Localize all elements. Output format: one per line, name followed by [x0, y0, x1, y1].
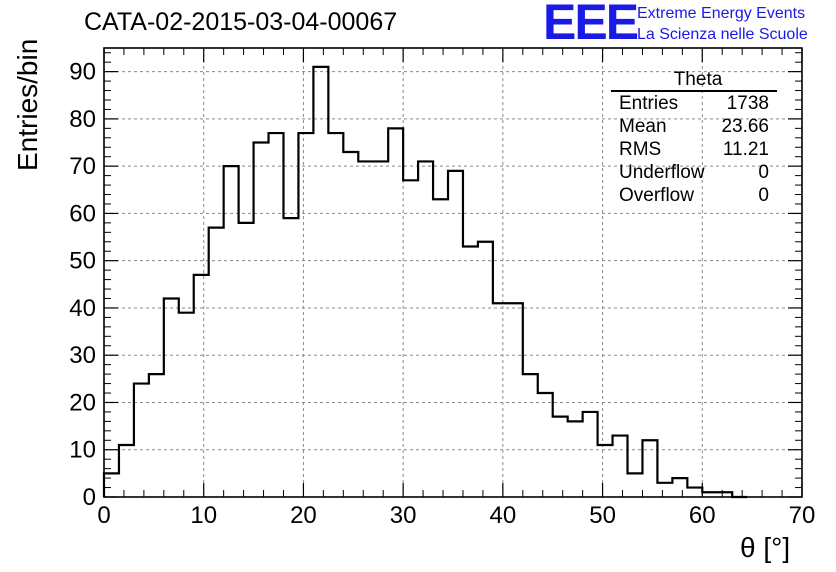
- stats-value: 0: [758, 185, 769, 206]
- histogram-bin: [672, 478, 687, 497]
- y-tick-label: 30: [69, 342, 96, 369]
- stats-row-rms: RMS 11.21: [611, 138, 777, 161]
- tick-labels: 0 10 20 30 40 50 60 70 0 10 20 30 40 50 60 70 80 90: [69, 59, 815, 529]
- y-tick-label: 40: [69, 295, 96, 322]
- histogram-bin: [687, 488, 702, 497]
- stats-label: Overflow: [619, 185, 694, 206]
- histogram-bin: [583, 412, 598, 497]
- y-tick-label: 50: [69, 248, 96, 275]
- histogram-bin: [239, 223, 254, 497]
- stats-box: Theta Entries 1738 Mean 23.66 RMS 11.21 …: [611, 70, 777, 207]
- x-tick-label: 30: [390, 502, 417, 529]
- histogram-bin: [523, 374, 538, 497]
- histogram-bin: [418, 161, 433, 497]
- histogram-bin: [254, 143, 269, 497]
- x-tick-label: 10: [190, 502, 217, 529]
- stats-row-overflow: Overflow 0: [611, 184, 777, 207]
- histogram-bin: [104, 473, 119, 497]
- histogram-bin: [568, 421, 583, 497]
- histogram-bin: [224, 166, 239, 497]
- histogram-bin: [553, 417, 568, 497]
- histogram-bin: [358, 161, 373, 497]
- y-tick-label: 10: [69, 437, 96, 464]
- logo-caption-line1: Extreme Energy Events: [637, 5, 806, 22]
- histogram-bin: [134, 384, 149, 497]
- histogram-bin: [388, 128, 403, 497]
- histogram-bin: [478, 242, 493, 497]
- histogram-bin: [598, 445, 613, 497]
- histogram-bin: [493, 303, 508, 497]
- x-tick-label: 60: [689, 502, 716, 529]
- stats-label: Underflow: [619, 162, 705, 183]
- plot-frame: [103, 47, 803, 498]
- stats-box-title: Theta: [611, 70, 777, 92]
- histogram-series-line: [102, 65, 748, 499]
- stats-value: 11.21: [722, 139, 769, 160]
- stats-label: RMS: [619, 139, 662, 160]
- x-tick-label: 70: [789, 502, 816, 529]
- x-tick-label: 0: [97, 502, 110, 529]
- histogram-bin: [463, 247, 478, 497]
- stats-value: 23.66: [721, 116, 769, 137]
- y-tick-label: 20: [69, 389, 96, 416]
- stats-row-entries: Entries 1738: [611, 92, 777, 115]
- histogram-bin: [179, 313, 194, 497]
- stats-label: Mean: [619, 116, 667, 137]
- histogram-bin: [373, 161, 388, 497]
- y-tick-label: 70: [69, 153, 96, 180]
- logo-caption-line2: La Scienza nelle Scuole: [637, 26, 808, 43]
- chart-title: CATA-02-2015-03-04-00067: [84, 8, 398, 36]
- stats-value: 0: [758, 162, 769, 183]
- histogram-bin: [448, 171, 463, 497]
- histogram-bin: [298, 133, 313, 497]
- histogram-bin: [403, 180, 418, 497]
- eee-logo: EEE: [543, 0, 639, 50]
- x-tick-label: 40: [490, 502, 517, 529]
- y-tick-label: 60: [69, 200, 96, 227]
- histogram-bin: [642, 440, 657, 497]
- histogram-bin: [538, 393, 553, 497]
- histogram-bin: [269, 133, 284, 497]
- stats-row-mean: Mean 23.66: [611, 115, 777, 138]
- histogram-bin: [194, 275, 209, 497]
- histogram-bin: [328, 133, 343, 497]
- grid-lines: [104, 48, 802, 497]
- y-axis-label: Entries/bin: [12, 38, 43, 171]
- histogram-bin: [313, 67, 328, 497]
- x-axis-label: θ [°]: [740, 532, 791, 563]
- stats-value: 1738: [726, 93, 769, 114]
- histogram-bin: [283, 218, 298, 497]
- logo-caption: Extreme Energy Events La Scienza nelle S…: [637, 3, 808, 45]
- histogram-bin: [613, 436, 628, 497]
- stats-label: Entries: [619, 93, 679, 114]
- histogram-bin: [628, 473, 643, 497]
- histogram-bin: [209, 228, 224, 497]
- histogram-bin: [164, 298, 179, 497]
- histogram-bin: [433, 199, 448, 497]
- histogram-bin: [343, 152, 358, 497]
- x-tick-label: 20: [290, 502, 317, 529]
- histogram-bin: [508, 303, 523, 497]
- histogram-bin: [149, 374, 164, 497]
- y-tick-label: 90: [69, 59, 96, 86]
- histogram-bin: [119, 445, 134, 497]
- histogram-bin: [657, 483, 672, 497]
- stats-row-underflow: Underflow 0: [611, 161, 777, 184]
- y-tick-label: 0: [83, 484, 96, 511]
- y-tick-label: 80: [69, 106, 96, 133]
- x-tick-label: 50: [589, 502, 616, 529]
